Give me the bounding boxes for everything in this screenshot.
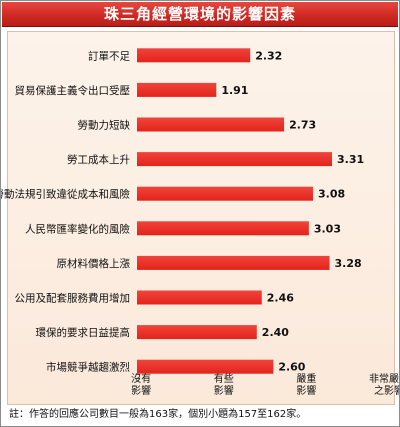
category-label: 訂單不足 [88,49,130,62]
category-label: 原材料價格上漲 [57,257,131,270]
category-label: 環保的要求日益提高 [36,326,131,339]
category-label: 勞動法規引致違從成本和風險 [1,188,130,201]
category-label: 勞動力短缺 [78,119,131,132]
bar [137,255,330,270]
title-bar: 珠三角經營環境的影響因素 [2,2,398,27]
bar [137,117,285,132]
value-label: 2.60 [278,361,305,374]
value-label: 2.73 [289,119,316,132]
bar [137,152,332,167]
x-tick-label: 嚴重影響 [296,372,316,397]
category-label: 貿易保護主義令出口受壓 [15,84,131,97]
value-label: 2.40 [262,326,289,339]
category-label: 人民幣匯率變化的風險 [25,222,130,235]
category-label: 公用及配套服務費用增加 [15,292,131,305]
value-label: 2.32 [255,49,282,62]
value-label: 3.31 [337,153,364,166]
x-tick-label: 有些影響 [214,372,234,397]
x-tick-label: 沒有影響 [131,372,151,397]
chart-title: 珠三角經營環境的影響因素 [103,5,296,23]
bar [137,48,251,63]
value-label: 1.91 [221,84,248,97]
bar [137,359,274,374]
value-label: 3.28 [335,257,362,270]
bar [137,221,309,236]
bar [137,290,262,305]
x-tick-label: 非常嚴重之影響 [369,372,399,397]
footnote: 註：作答的回應公司數目一般為163家，個別小題為157至162家。 [9,409,307,420]
value-label: 2.46 [267,292,294,305]
category-label: 勞工成本上升 [67,153,130,166]
bar [137,186,313,201]
value-label: 3.03 [314,222,341,235]
value-label: 3.08 [318,188,345,201]
bar [137,82,217,97]
bar [137,325,257,340]
category-label: 市場競爭越趨激烈 [46,361,130,374]
